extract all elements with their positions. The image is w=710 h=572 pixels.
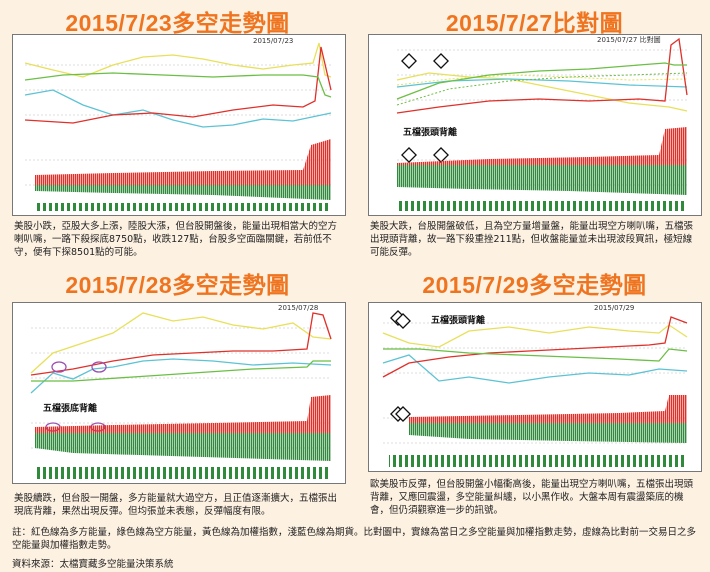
annotation: 五檔張頭背離 xyxy=(431,314,485,326)
futures-line xyxy=(30,358,332,394)
bear-bars xyxy=(35,185,331,200)
chart-drawing: 2015/07/28 五檔張底背離 xyxy=(30,304,332,479)
index-line xyxy=(396,72,688,112)
index-line xyxy=(30,312,332,374)
panel-title: 2015/7/23多空走勢圖 xyxy=(65,10,290,36)
chart-label: 2015/07/28 xyxy=(278,304,318,312)
description: 美股大跌，台股開盤破低，且為空方量增量盤，能量出現空方喇叭嘴，五檔張出現頭背離，… xyxy=(370,221,694,258)
chart-image: 2015/07/28 五檔張底背離 xyxy=(12,302,346,484)
volume-bars xyxy=(389,455,687,467)
bull-line xyxy=(24,46,332,124)
bull-line xyxy=(396,37,688,114)
panel-title: 2015/7/27比對圖 xyxy=(445,10,624,36)
description: 美股續跌，但台股一開盤，多方能量就大過空方，且正值逐漸擴大，五檔張出現底背離，果… xyxy=(14,493,338,517)
description: 美股小跌，亞股大多上漲，陸股大漲，但台股開盤後，能量出現相當大的空方喇叭嘴，一路… xyxy=(14,221,338,258)
chart-image: 2015/07/27 比對圖 五檔張頭背離 xyxy=(368,34,702,216)
bull-bars xyxy=(409,395,687,423)
volume-bars xyxy=(35,467,331,479)
panel-title: 2015/7/28多空走勢圖 xyxy=(65,272,290,298)
futures-line xyxy=(382,354,688,384)
bull-bars xyxy=(397,127,687,165)
bear-prev-line xyxy=(396,72,688,106)
futures-line xyxy=(24,89,332,128)
grid xyxy=(25,64,331,186)
futures-line xyxy=(396,78,688,88)
bear-line xyxy=(396,62,687,100)
index-line xyxy=(382,324,688,348)
bear-line xyxy=(383,348,688,362)
bull-line xyxy=(30,312,332,376)
bear-line xyxy=(24,72,332,98)
markers xyxy=(390,310,411,422)
volume-bars xyxy=(35,203,331,211)
chart-label: 2015/07/23 xyxy=(253,37,293,45)
chart-image: 2015/07/23 xyxy=(12,34,346,216)
volume-bars xyxy=(397,201,687,211)
markers xyxy=(401,53,449,163)
source: 資料來源：太檔寶藏多空能量決策系統 xyxy=(12,559,174,570)
markers xyxy=(45,361,107,432)
index-line xyxy=(24,42,332,78)
annotation: 五檔張頭背離 xyxy=(403,126,457,138)
bear-bars xyxy=(409,423,687,443)
bull-bars xyxy=(35,395,331,433)
bull-bars xyxy=(35,139,331,185)
note: 註：紅色線為多方能量，綠色線為空方能量，黃色線為加權指數，淺藍色線為期貨。比對圖… xyxy=(12,527,697,551)
bull-line xyxy=(382,316,688,378)
bear-line xyxy=(31,360,331,382)
annotation: 五檔張底背離 xyxy=(43,402,97,414)
description: 歐美股市反彈，但台股開盤小幅衝高後，能量出現空方喇叭嘴，五檔張出現頭背離，又應回… xyxy=(370,479,694,516)
chart-image: 2015/07/29 五檔張頭背離 xyxy=(368,302,702,472)
chart-drawing: 2015/07/27 比對圖 五檔張頭背離 xyxy=(396,35,688,211)
chart-drawing: 2015/07/29 五檔張頭背離 xyxy=(382,304,688,467)
bear-bars xyxy=(397,165,687,195)
chart-drawing: 2015/07/23 xyxy=(24,37,332,211)
panel-title: 2015/7/29多空走勢圖 xyxy=(422,272,647,298)
bear-bars xyxy=(35,433,331,461)
chart-label: 2015/07/27 比對圖 xyxy=(597,35,661,44)
chart-label: 2015/07/29 xyxy=(594,304,634,312)
